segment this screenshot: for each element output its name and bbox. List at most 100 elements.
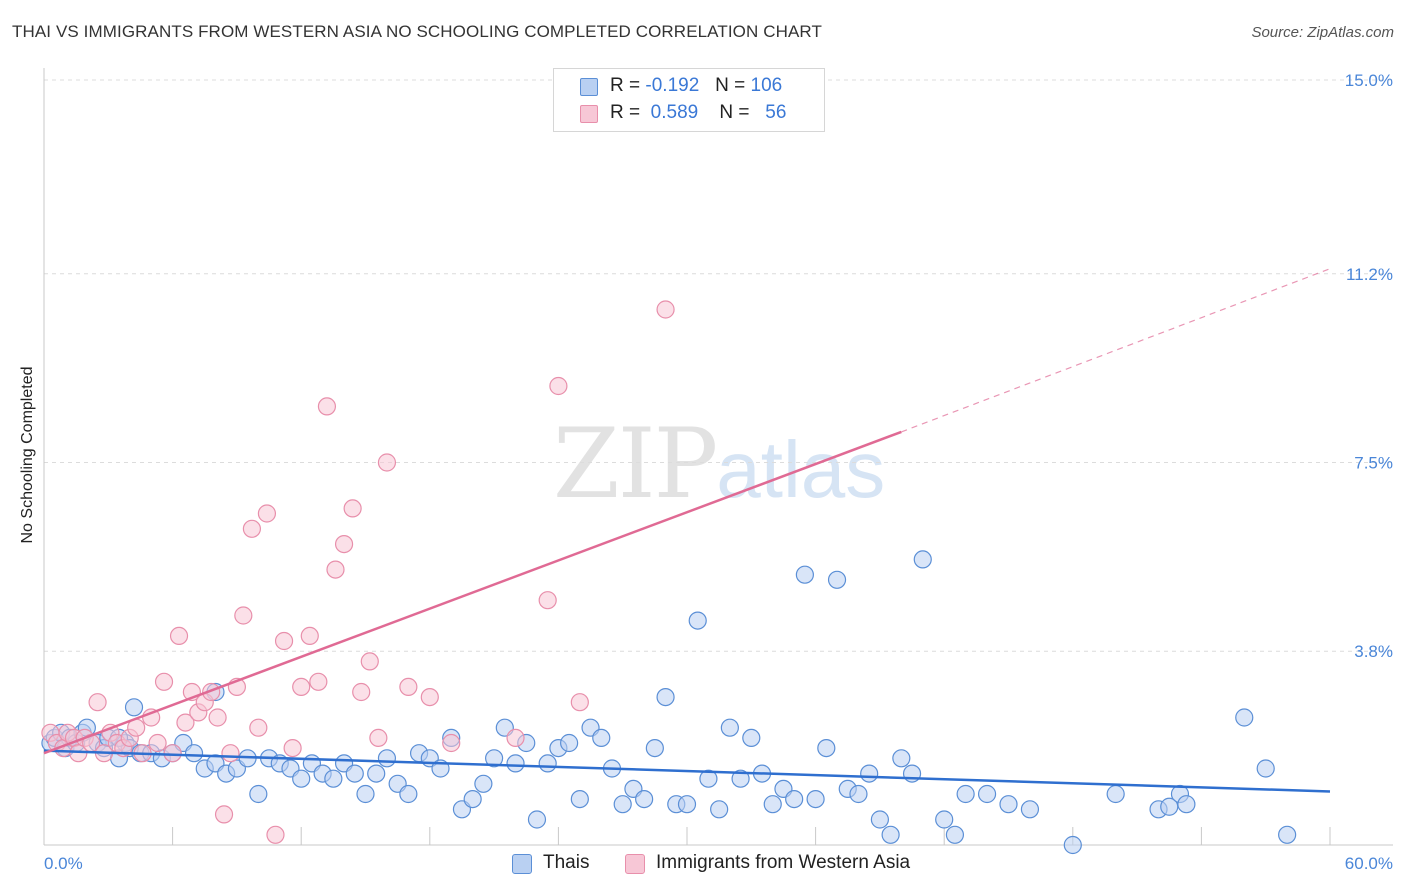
point-western-asia — [343, 499, 362, 518]
point-thais — [977, 784, 997, 804]
point-thais — [1256, 759, 1275, 778]
point-thais — [463, 789, 482, 809]
trend-line-western-asia-extension — [901, 268, 1331, 433]
point-thais — [560, 733, 579, 753]
legend-r-value-thais: -0.192 — [645, 75, 700, 96]
point-western-asia — [549, 376, 568, 396]
y-tick-label: 15.0% — [1345, 71, 1393, 90]
point-thais — [699, 769, 718, 788]
point-thais — [377, 749, 397, 768]
legend-n-value-western-asia: 56 — [765, 102, 787, 123]
point-western-asia — [221, 744, 240, 763]
series-legend: Thais Immigrants from Western Asia — [0, 852, 1406, 876]
point-thais — [731, 769, 750, 788]
point-thais — [184, 744, 204, 763]
point-thais — [999, 795, 1018, 814]
correlation-legend: R = -0.192 N = 106 R = 0.589 N = 56 — [553, 68, 825, 132]
point-thais — [570, 789, 589, 809]
point-thais — [827, 570, 847, 589]
point-western-asia — [317, 397, 337, 416]
point-western-asia — [154, 672, 174, 691]
watermark-zip: ZIP — [553, 408, 718, 520]
point-western-asia — [257, 504, 277, 523]
y-tick-label: 3.8% — [1354, 642, 1393, 661]
point-thais — [1177, 795, 1196, 814]
legend-swatch-western-asia — [580, 105, 598, 123]
point-western-asia — [377, 453, 397, 472]
point-thais — [124, 698, 144, 717]
trend-line-western-asia — [43, 430, 902, 755]
point-thais — [710, 800, 729, 819]
point-thais — [892, 749, 911, 768]
point-thais — [849, 784, 868, 804]
point-western-asia — [208, 708, 227, 727]
point-thais — [635, 789, 654, 809]
series-label-western-asia: Immigrants from Western Asia — [656, 852, 911, 873]
point-thais — [795, 565, 814, 584]
point-western-asia — [334, 534, 354, 554]
point-thais — [763, 795, 782, 814]
point-western-asia — [148, 733, 167, 753]
point-western-asia — [326, 560, 345, 579]
point-thais — [345, 764, 364, 783]
point-thais — [356, 784, 375, 804]
point-thais — [399, 784, 418, 804]
point-western-asia — [169, 626, 189, 646]
point-western-asia — [506, 728, 525, 748]
series-swatch-western-asia — [625, 854, 645, 874]
point-western-asia — [242, 519, 262, 538]
point-thais — [785, 789, 804, 809]
point-thais — [720, 718, 739, 737]
point-thais — [817, 738, 836, 758]
y-tick-labels: 3.8% 7.5% 11.2% 15.0% — [1345, 71, 1393, 661]
legend-r-label: R = — [610, 102, 641, 123]
grid-lines — [44, 79, 1393, 652]
point-western-asia — [249, 718, 268, 737]
y-tick-label: 7.5% — [1354, 454, 1393, 473]
point-thais — [677, 795, 697, 814]
point-western-asia — [538, 591, 557, 610]
chart-title: THAI VS IMMIGRANTS FROM WESTERN ASIA NO … — [12, 22, 822, 41]
point-thais — [935, 810, 954, 829]
point-western-asia — [163, 744, 182, 763]
point-thais — [913, 550, 932, 569]
point-thais — [1278, 825, 1297, 844]
legend-n-label: N = — [715, 75, 746, 96]
point-western-asia — [88, 693, 107, 712]
point-thais — [645, 738, 664, 758]
series-swatch-thais — [512, 854, 532, 874]
point-western-asia — [360, 652, 379, 671]
legend-swatch-thais — [580, 78, 598, 96]
point-western-asia — [176, 713, 195, 732]
point-western-asia — [300, 626, 319, 646]
legend-n-value-thais: 106 — [750, 75, 783, 96]
legend-r-value-western-asia: 0.589 — [650, 102, 699, 123]
point-western-asia — [309, 672, 328, 691]
data-points — [41, 300, 1297, 855]
point-western-asia — [352, 682, 371, 702]
point-thais — [656, 687, 675, 707]
point-western-asia — [442, 733, 461, 753]
point-western-asia — [420, 687, 439, 707]
point-thais — [870, 810, 890, 829]
point-thais — [292, 769, 311, 788]
trend-line-thais — [43, 749, 1331, 793]
point-thais — [688, 611, 707, 630]
y-tick-label: 11.2% — [1346, 265, 1393, 284]
point-thais — [324, 769, 343, 788]
legend-n-label: N = — [719, 102, 750, 123]
legend-r-label: R = — [610, 75, 641, 96]
point-thais — [1020, 800, 1040, 819]
series-label-thais: Thais — [543, 852, 590, 873]
point-thais — [1235, 708, 1254, 727]
point-western-asia — [234, 606, 253, 625]
point-thais — [474, 774, 493, 793]
point-thais — [860, 764, 879, 783]
point-thais — [538, 754, 557, 773]
chart-source: Source: ZipAtlas.com — [1251, 24, 1394, 41]
point-thais — [613, 795, 632, 814]
point-thais — [1063, 835, 1082, 855]
point-western-asia — [570, 693, 589, 712]
point-western-asia — [266, 825, 285, 844]
